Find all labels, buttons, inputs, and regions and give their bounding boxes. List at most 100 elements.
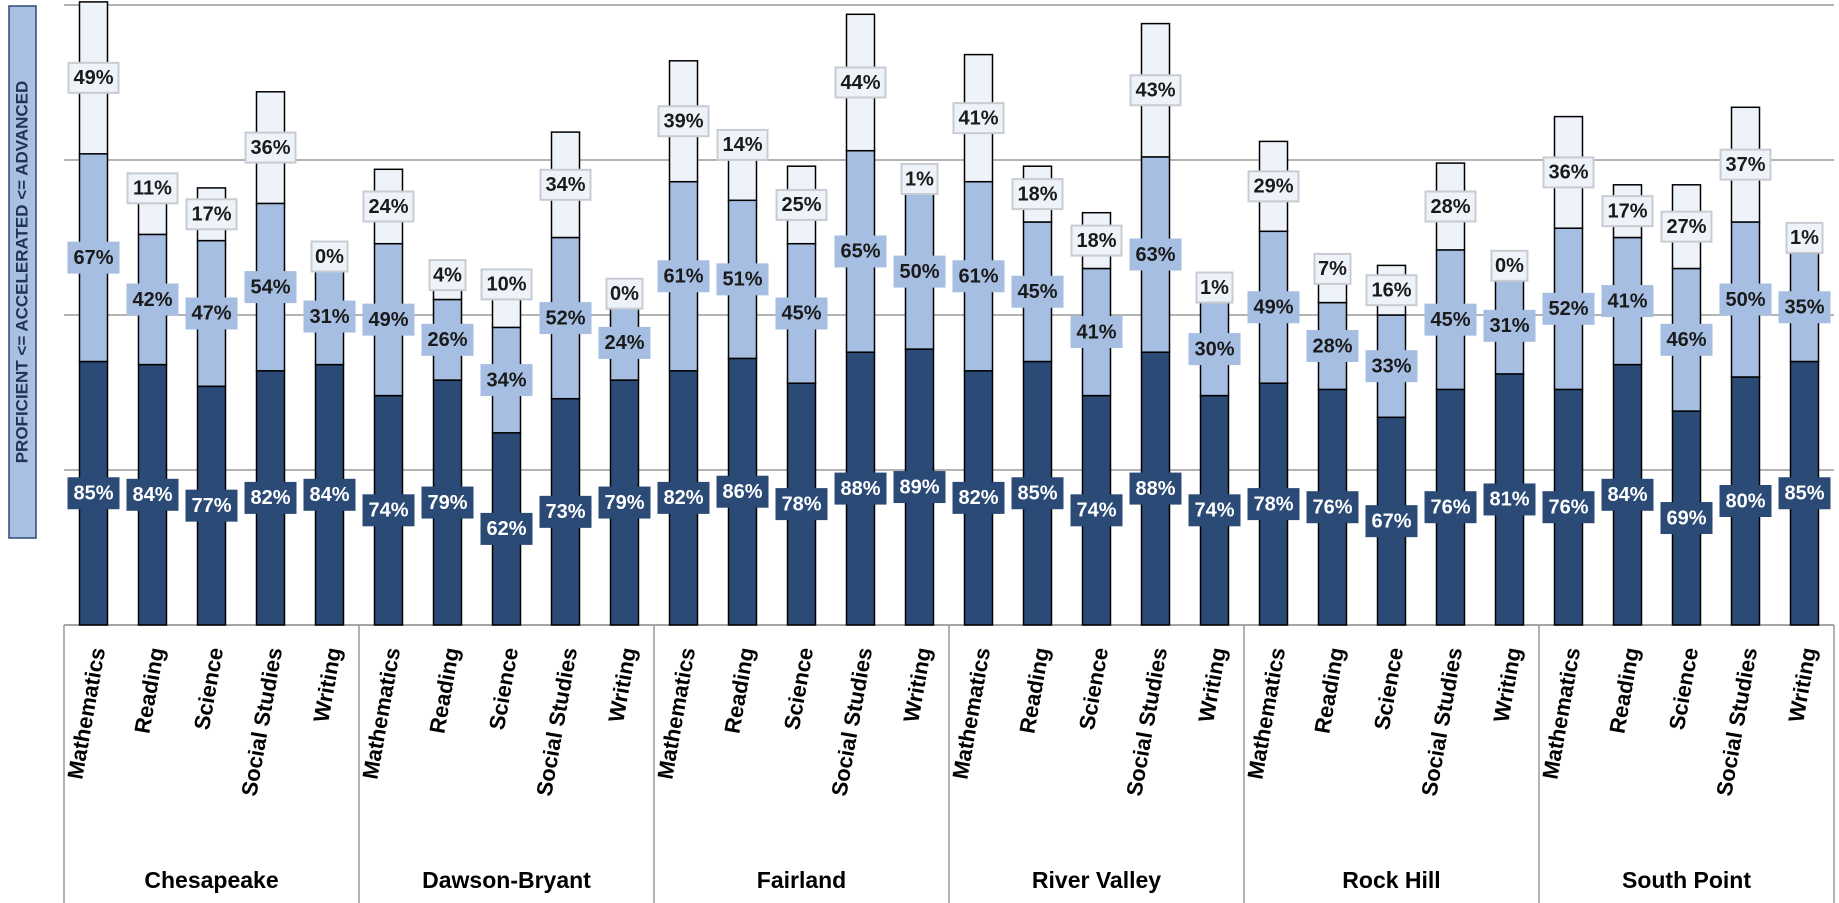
value-label: 54%	[250, 276, 290, 298]
value-label-box	[1011, 477, 1064, 510]
value-label-box	[716, 128, 769, 161]
value-label: 81%	[1489, 489, 1529, 511]
x-tick-label: Science	[1664, 646, 1703, 732]
value-label-box	[775, 488, 828, 521]
y-label-box	[8, 5, 37, 539]
x-tick-label: Social Studies	[236, 646, 287, 798]
value-label: 63%	[1135, 244, 1175, 266]
value-label: 27%	[1666, 216, 1706, 238]
value-label: 29%	[1253, 176, 1293, 198]
value-label-box	[1719, 283, 1772, 316]
value-label-box	[605, 277, 644, 310]
value-label: 50%	[1725, 289, 1765, 311]
x-tick-label: Reading	[719, 646, 759, 736]
value-label-box	[952, 481, 1005, 514]
value-label: 88%	[1135, 478, 1175, 500]
value-label: 41%	[1607, 290, 1647, 312]
value-label: 41%	[1076, 321, 1116, 343]
value-label-box	[1601, 195, 1654, 228]
value-label-box	[362, 494, 415, 527]
value-label-box	[952, 102, 1005, 135]
value-label-box	[185, 489, 238, 522]
value-label-box	[1542, 292, 1595, 325]
value-label: 65%	[840, 241, 880, 263]
value-label: 84%	[1607, 484, 1647, 506]
value-label: 1%	[1790, 227, 1819, 249]
value-label: 82%	[958, 487, 998, 509]
group-label: Dawson-Bryant	[422, 867, 591, 893]
value-label: 50%	[899, 261, 939, 283]
value-label-box	[1195, 271, 1234, 304]
value-label: 76%	[1548, 496, 1588, 518]
value-label: 74%	[368, 500, 408, 522]
value-label-box	[244, 271, 297, 304]
value-label: 41%	[958, 107, 998, 129]
group-label: Fairland	[757, 867, 846, 893]
value-label: 85%	[1017, 483, 1057, 505]
value-label-box	[598, 326, 651, 359]
value-label-box	[244, 131, 297, 164]
x-tick-label: Writing	[1193, 646, 1231, 725]
value-label-box	[1542, 491, 1595, 524]
value-label: 17%	[1607, 200, 1647, 222]
value-label: 0%	[315, 246, 344, 268]
value-label: 67%	[1371, 510, 1411, 532]
value-label-box	[1365, 505, 1418, 538]
value-label: 37%	[1725, 154, 1765, 176]
value-label-box	[1719, 148, 1772, 181]
value-label: 28%	[1312, 335, 1352, 357]
value-label: 45%	[1017, 281, 1057, 303]
value-label: 47%	[191, 303, 231, 325]
value-label-box	[1247, 488, 1300, 521]
value-label: 33%	[1371, 355, 1411, 377]
value-label: 78%	[1253, 493, 1293, 515]
value-label: 10%	[486, 274, 526, 296]
value-label: 31%	[309, 306, 349, 328]
value-label-box	[362, 190, 415, 223]
value-label-box	[67, 61, 120, 94]
x-tick-label: Mathematics	[357, 646, 405, 782]
x-tick-label: Social Studies	[1711, 646, 1762, 798]
value-label: 62%	[486, 518, 526, 540]
value-label: 67%	[73, 247, 113, 269]
value-label-box	[1719, 485, 1772, 517]
value-label: 73%	[545, 501, 585, 523]
value-label-box	[1660, 323, 1713, 356]
value-label: 35%	[1784, 297, 1824, 319]
value-label-box	[1542, 156, 1595, 189]
value-label: 44%	[840, 72, 880, 94]
value-label-box	[1070, 224, 1123, 257]
value-label-box	[598, 486, 651, 519]
value-label: 77%	[191, 495, 231, 517]
value-label-box	[900, 163, 939, 195]
value-label: 36%	[250, 137, 290, 159]
x-tick-label: Mathematics	[1537, 646, 1585, 782]
x-tick-label: Reading	[1309, 646, 1349, 736]
value-label-box	[1306, 491, 1359, 524]
value-label-box	[310, 240, 349, 273]
value-label-box	[1129, 472, 1182, 505]
value-label-box	[1778, 477, 1831, 510]
value-label-box	[1424, 303, 1477, 336]
group-label: South Point	[1622, 867, 1751, 893]
value-label-box	[480, 512, 533, 545]
value-label-box	[716, 475, 769, 508]
value-label-box	[1247, 170, 1300, 203]
value-label-box	[1313, 252, 1352, 285]
value-label: 86%	[722, 481, 762, 503]
value-label: 31%	[1489, 315, 1529, 337]
value-label: 34%	[545, 174, 585, 196]
value-label: 42%	[132, 289, 172, 311]
value-label: 61%	[663, 266, 703, 288]
value-label-box	[1129, 74, 1182, 107]
value-label: 1%	[905, 168, 934, 190]
value-label: 34%	[486, 369, 526, 391]
value-label-box	[893, 471, 946, 504]
value-label-box	[1365, 350, 1418, 383]
value-label: 79%	[604, 492, 644, 514]
value-label-box	[428, 259, 467, 292]
value-label: 30%	[1194, 338, 1234, 360]
value-label-box	[657, 481, 710, 514]
value-label: 4%	[433, 264, 462, 286]
